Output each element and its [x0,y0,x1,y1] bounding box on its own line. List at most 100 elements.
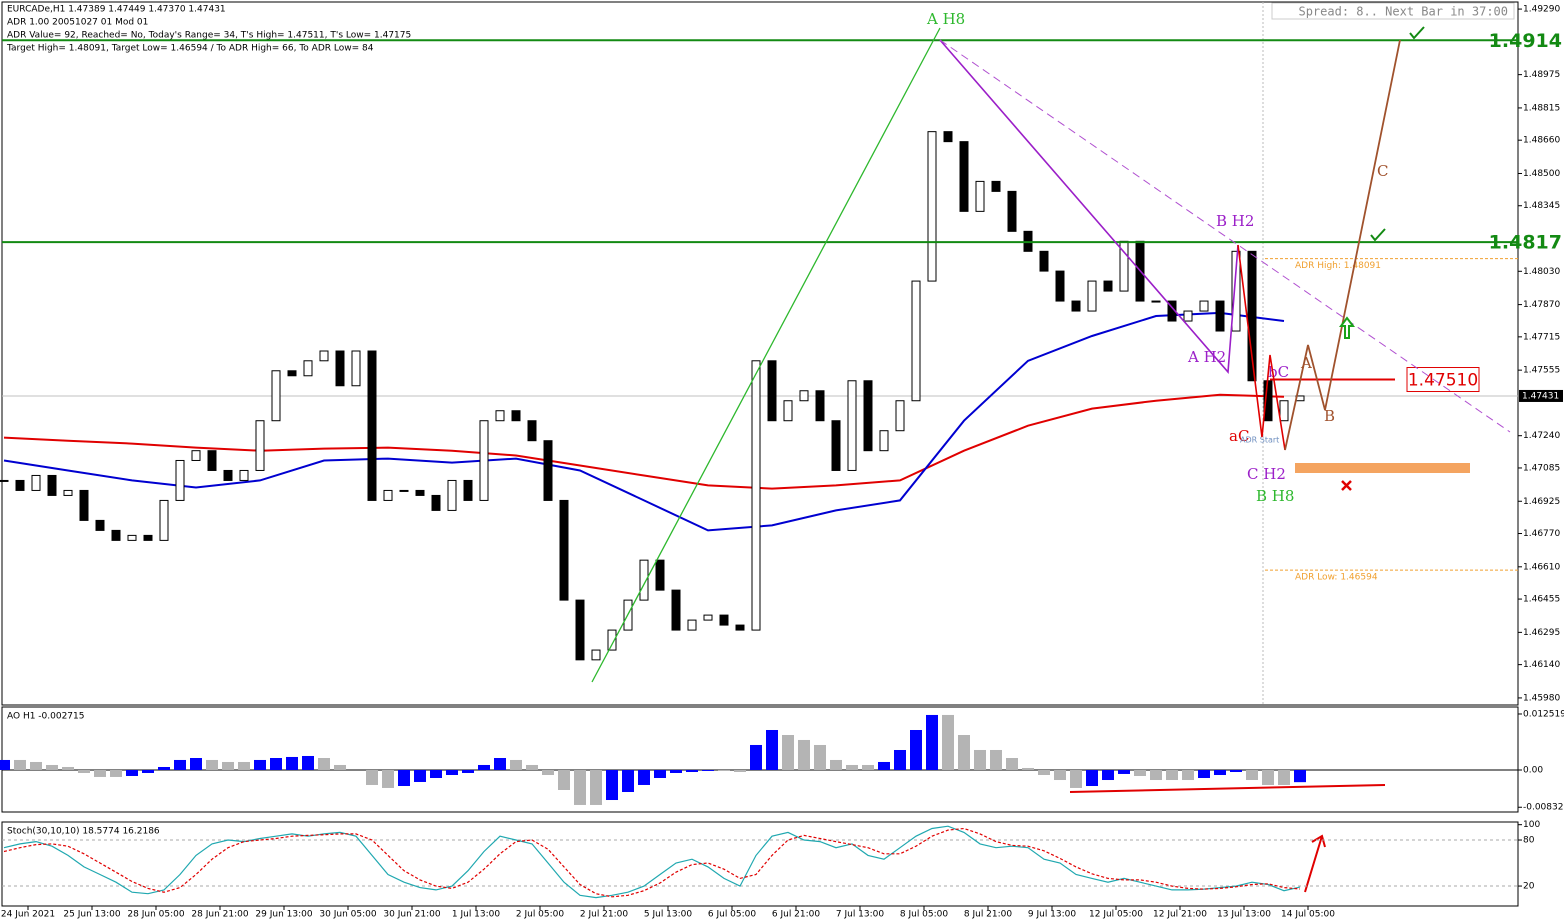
candle [431,494,441,511]
ao-bar [174,759,186,770]
candle [783,400,793,422]
candle [1071,300,1081,312]
candle [1039,250,1049,272]
y-tick-label: -0.008328 [1523,803,1564,813]
x-tick-label: 8 Jul 05:00 [900,910,949,920]
level-label: 1.47510 [1408,371,1478,391]
candle [1247,250,1257,382]
ao-bar [286,756,298,770]
up-arrow [1339,316,1355,339]
ao-bar [1054,769,1066,781]
check-mark [1370,228,1386,242]
ao-bar [238,761,250,770]
ao-bar [1134,769,1146,776]
ao-bar [478,764,490,770]
ao-bar [158,766,170,770]
y-tick-label: 1.48815 [1523,103,1560,113]
candle [463,479,473,501]
candle [303,360,313,377]
y-tick-label: 1.49290 [1523,5,1560,15]
ao-trend-line [1069,784,1386,793]
candle [1103,280,1113,292]
y-tick-label: 1.47870 [1523,300,1560,310]
candle [79,489,89,521]
ao-bar [670,769,682,773]
ao-bar [1166,769,1178,781]
ao-bar [190,758,202,770]
candle [447,479,457,511]
ao-bar [558,769,570,790]
candle [879,430,889,452]
ao-bar [366,769,378,785]
x-tick-label: 5 Jul 13:00 [644,910,693,920]
ao-bar [126,769,138,776]
annotation: B [1324,407,1335,425]
y-tick-label: 1.46295 [1523,628,1560,638]
level-label: 1.4914 [1489,30,1562,52]
x-tick-label: 24 Jun 2021 [1,910,55,920]
ao-bar [1198,769,1210,778]
info-box [1271,2,1515,20]
candle [143,534,153,541]
candle [847,380,857,471]
ao-bar [734,769,746,773]
ao-bar [142,769,154,773]
ao-bar [62,766,74,770]
x-tick-label: 1 Jul 13:00 [452,910,501,920]
candle [591,649,601,661]
header-line: ADR 1.00 20051027 01 Mod 01 [7,18,148,28]
ao-bar [14,759,26,770]
x-tick-label: 7 Jul 13:00 [836,910,885,920]
candle [1231,250,1241,332]
ao-bar [494,758,506,770]
ao-bar [1102,769,1114,781]
candle [0,479,9,482]
ao-bar [510,759,522,770]
ao-bar [206,759,218,770]
x-tick-label: 6 Jul 21:00 [772,910,821,920]
ao-bar [926,714,938,770]
header-line: ADR Value= 92, Reached= No, Today's Rang… [7,31,411,41]
candle [655,559,665,591]
candle [703,614,713,621]
ao-bar [462,769,474,773]
candle [911,280,921,402]
candle [1279,400,1289,422]
candle [751,360,761,631]
x-tick-label: 14 Jul 05:00 [1281,910,1335,920]
candle [511,410,521,422]
ao-bar [414,769,426,782]
candle [383,489,393,501]
panel-title: Stoch(30,10,10) 18.5774 16.2186 [7,827,160,837]
ao-bar [814,744,826,770]
ao-bar [958,735,970,770]
candle [543,440,553,501]
adr-label: ADR High: 1.48091 [1295,261,1381,271]
candle [1215,300,1225,332]
current-price-box [1519,389,1563,402]
stoch-panel [1,821,1519,907]
ao-bar [862,764,874,770]
y-tick-label: 80 [1523,836,1535,846]
y-tick-label: 1.45980 [1523,693,1560,703]
candle [255,420,265,471]
candle [95,519,105,531]
y-tick-label: 1.48500 [1523,169,1560,179]
ao-bar [702,769,714,771]
candle [799,390,809,402]
y-tick-label: 1.48345 [1523,201,1560,211]
ao-bar [622,769,634,793]
ao-bar [110,769,122,777]
ao-bar [878,761,890,770]
ao-bar [1070,769,1082,788]
ao-bar [542,769,554,776]
ao-bar [1150,769,1162,781]
ao-bar [846,764,858,770]
annotation: B H2 [1216,212,1254,230]
ao-bar [30,761,42,770]
candle [335,350,345,387]
level-label: 1.4817 [1489,232,1562,254]
ao-bar [1182,769,1194,781]
candle [559,499,569,601]
ao-bar [1294,769,1306,783]
